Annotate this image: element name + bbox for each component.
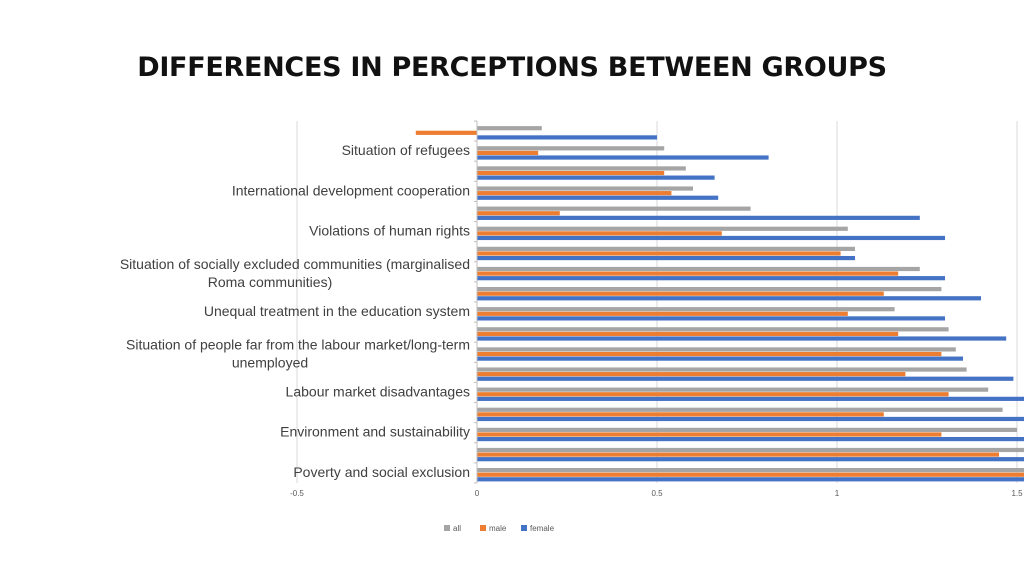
bar-male: [477, 331, 899, 337]
category-label: Situation of refugees: [342, 142, 470, 158]
bar-female: [477, 215, 920, 220]
bar-female: [477, 416, 1024, 422]
bar-female: [477, 255, 855, 261]
axes: [474, 120, 478, 484]
category-labels: Poverty and social exclusion Environment …: [120, 142, 470, 480]
bar-female: [477, 195, 719, 200]
bar-all: [477, 307, 895, 312]
bar-all: [477, 226, 848, 231]
bar-male: [477, 392, 949, 397]
bar-female: [477, 235, 945, 241]
bar-female: [477, 336, 1007, 341]
bar-all: [477, 468, 1024, 473]
bar-female: [477, 296, 981, 301]
category-label: Unequal treatment in the education syste…: [204, 303, 470, 319]
legend-swatch-male: [480, 525, 486, 531]
legend: all male female: [444, 524, 555, 533]
bar-all: [477, 166, 686, 171]
bar-all: [477, 246, 855, 251]
category-label: Poverty and social exclusion: [293, 464, 470, 480]
bar-male: [477, 170, 665, 176]
bar-male: [477, 372, 906, 377]
bar-female: [477, 316, 945, 321]
bar-female: [477, 396, 1024, 401]
bar-male: [477, 191, 672, 196]
bar-all: [477, 287, 942, 292]
legend-label-all: all: [453, 524, 461, 533]
bar-all: [477, 206, 751, 211]
bar-female: [477, 356, 963, 361]
chart-title: DIFFERENCES IN PERCEPTIONS BETWEEN GROUP…: [137, 52, 887, 83]
bar-all: [477, 327, 949, 332]
bars: [415, 126, 1024, 482]
bar-all: [477, 407, 1003, 412]
bar-male: [477, 472, 1024, 477]
bar-all: [477, 126, 542, 131]
x-tick-label: 0: [475, 489, 480, 498]
bar-all: [477, 387, 989, 392]
x-tick-label: -0.5: [290, 489, 304, 498]
bar-male: [477, 351, 942, 357]
bar-female: [477, 175, 715, 180]
bar-male: [477, 271, 899, 276]
category-label: Situation of people far from the labour …: [126, 336, 470, 370]
bar-male: [477, 291, 884, 296]
bar-female: [477, 135, 657, 140]
bar-female: [477, 376, 1014, 381]
bar-all: [477, 427, 1017, 432]
legend-label-male: male: [489, 524, 507, 533]
bar-female: [477, 457, 1024, 462]
category-label: Situation of socially excluded communiti…: [120, 256, 470, 290]
bar-all: [477, 447, 1024, 453]
category-label: Environment and sustainability: [280, 424, 470, 440]
legend-swatch-female: [521, 525, 527, 531]
bar-female: [477, 436, 1024, 442]
bar-male: [415, 130, 477, 135]
bar-all: [477, 347, 956, 352]
bar-male: [477, 251, 841, 256]
bar-male: [477, 311, 848, 316]
category-label: International development cooperation: [232, 182, 470, 198]
bar-female: [477, 155, 769, 160]
bar-male: [477, 412, 884, 417]
bar-male: [477, 452, 999, 457]
bar-all: [477, 186, 693, 191]
bar-all: [477, 266, 920, 272]
category-label: Violations of human rights: [309, 223, 470, 239]
x-tick-label: 0.5: [651, 489, 663, 498]
bar-female: [477, 477, 1024, 482]
bar-male: [477, 150, 539, 156]
bar-male: [477, 432, 942, 437]
category-label: Labour market disadvantages: [286, 384, 470, 400]
bar-all: [477, 367, 967, 372]
bar-female: [477, 276, 945, 281]
bar-male: [477, 231, 722, 236]
x-tick-label: 1.5: [1011, 489, 1023, 498]
x-tick-label: 1: [835, 489, 840, 498]
legend-swatch-all: [444, 525, 450, 531]
legend-label-female: female: [530, 524, 555, 533]
tick-labels: -0.500.511.52: [290, 489, 1023, 498]
bar-male: [477, 211, 560, 216]
bar-all: [477, 146, 665, 151]
